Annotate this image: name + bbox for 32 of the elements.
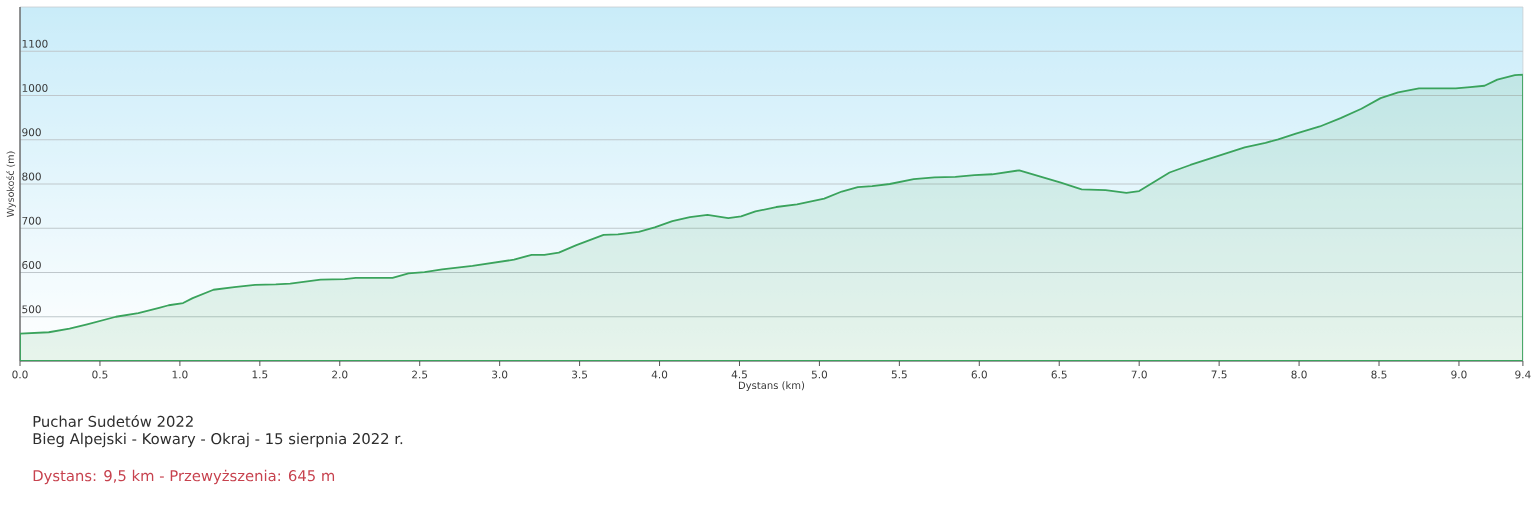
x-tick-label: 4.0 [651,370,668,379]
text: Puchar Sudetów 2022 [33,414,193,428]
x-tick-label: 9.4 [1515,370,1531,379]
x-tick-label: 6.0 [971,370,987,379]
x-tick-label: 8.5 [1371,370,1387,379]
x-tick-label: 1.0 [172,370,188,379]
x-tick-label: 3.0 [492,370,508,379]
x-tick-label: 5.0 [811,370,828,379]
x-tick-label: 3.5 [572,370,588,379]
x-tick-label: 7.0 [1131,370,1147,379]
y-tick-label: 700 [22,216,41,225]
y-tick-label: 900 [22,128,41,137]
x-tick-label: 2.0 [332,370,348,379]
x-tick-label: 0.5 [92,370,108,379]
y-tick-label: 1000 [22,84,48,92]
y-tick-label: 1100 [22,39,48,48]
x-tick-label: 8.0 [1291,370,1307,379]
text: Bieg Alpejski - Kowary - Okraj - 15 sierpnia 2022 r. [33,432,403,448]
y-axis-title: Wysokość (m) [6,151,16,217]
x-tick-label: 2.5 [412,370,428,379]
x-tick-label: 7.5 [1211,370,1227,379]
x-tick-label: 5.5 [891,370,907,379]
x-tick-label: 1.5 [252,370,268,379]
x-axis-title: Dystans (km) [738,381,805,392]
x-tick-label: 6.5 [1051,370,1067,379]
x-tick-label: 9.0 [1451,370,1467,379]
x-tick-label: 0.0 [12,370,28,379]
y-tick-label: 800 [22,172,41,181]
y-tick-label: 600 [22,261,41,269]
y-tick-label: 500 [22,305,41,314]
text: Dystans: 9,5 km - Przewyższenia: 645 m [33,469,335,485]
x-tick-label: 4.5 [731,370,747,379]
